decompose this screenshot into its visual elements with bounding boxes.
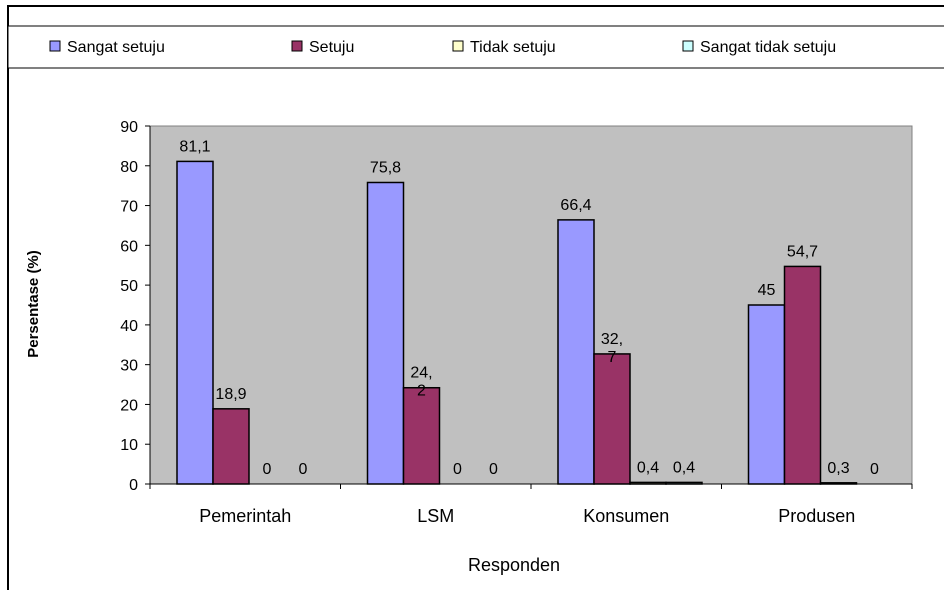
x-tick-label: Pemerintah	[199, 506, 291, 526]
x-tick-label: LSM	[417, 506, 454, 526]
y-tick-label: 30	[120, 358, 138, 375]
legend-swatch-2	[291, 40, 303, 52]
data-label-3-2: 0	[453, 461, 462, 478]
y-tick-label: 20	[120, 397, 138, 414]
bars	[176, 160, 858, 485]
data-label-3-4: 0,3	[827, 460, 849, 477]
legend: Sangat setuju Setuju Tidak setuju Sangat ti…	[7, 25, 944, 69]
y-tick-label: 80	[120, 159, 138, 176]
y-tick-label: 0	[129, 477, 138, 494]
y-axis-title: Persentase (%)	[25, 250, 42, 358]
x-tick-label: Produsen	[778, 506, 855, 526]
legend-label-1: Sangat setuju	[67, 39, 165, 56]
y-tick-label: 90	[120, 119, 138, 136]
data-label-1-4: 45	[758, 282, 776, 299]
data-label-2-3: 32, 7	[601, 331, 623, 366]
legend-swatch-3	[452, 40, 464, 52]
data-label-4-2: 0	[489, 461, 498, 478]
y-tick-label: 10	[120, 437, 138, 454]
data-label-4-1: 0	[299, 461, 308, 478]
legend-swatch-1	[49, 40, 61, 52]
bar-3-3	[629, 481, 667, 485]
legend-label-4: Sangat tidak setuju	[700, 39, 836, 56]
y-tick-label: 40	[120, 318, 138, 335]
data-label-2-4: 54,7	[787, 243, 818, 260]
data-label-4-4: 0	[870, 461, 879, 478]
bar-4-3	[665, 481, 703, 485]
y-tick-label: 60	[120, 238, 138, 255]
x-tick-label: Konsumen	[583, 506, 669, 526]
bar-1-2	[366, 181, 405, 485]
data-label-4-3: 0,4	[673, 459, 695, 476]
legend-label-3: Tidak setuju	[470, 39, 556, 56]
bar-1-3	[557, 219, 595, 485]
bar-1-1	[176, 160, 214, 485]
bar-2-4	[783, 265, 822, 485]
bar-2-1	[212, 408, 250, 485]
data-label-1-1: 81,1	[179, 138, 210, 155]
bar-2-2	[402, 386, 441, 485]
y-tick-label: 50	[120, 278, 138, 295]
data-label-3-1: 0	[263, 461, 272, 478]
data-label-2-2: 24, 2	[410, 365, 432, 400]
data-label-2-1: 18,9	[215, 386, 246, 403]
x-axis-title: Responden	[468, 555, 560, 575]
y-axis: 0 10 20 30 40 50 60 70 80 90	[120, 119, 151, 494]
y-tick-label: 70	[120, 199, 138, 216]
legend-label-2: Setuju	[309, 39, 354, 56]
data-label-1-2: 75,8	[370, 159, 401, 176]
legend-swatch-4	[682, 40, 694, 52]
data-label-1-3: 66,4	[560, 197, 591, 214]
data-label-3-3: 0,4	[637, 459, 659, 476]
bar-1-4	[747, 304, 786, 485]
legend-box	[7, 25, 944, 69]
bar-2-3	[593, 353, 631, 485]
bar-3-4	[819, 482, 858, 485]
data-labels: 81,1 75,8 66,4 45 18,9 24, 2 32, 7 54,7 0 0 0,4 0,3 0 0…	[179, 138, 879, 478]
